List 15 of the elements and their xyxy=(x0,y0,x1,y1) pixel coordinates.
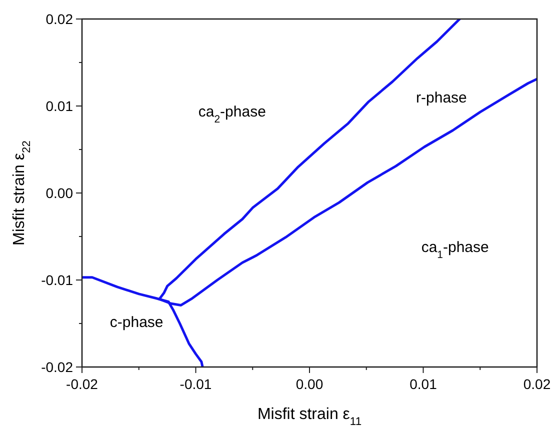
annotation: ca$_{1}$-phase xyxy=(421,239,489,262)
x-tick-label: -0.01 xyxy=(180,376,212,392)
y-tick-label: -0.01 xyxy=(41,272,74,288)
x-tick-label: 0.00 xyxy=(296,376,324,392)
annotation: r-phase xyxy=(416,90,467,107)
y-tick-label: 0.00 xyxy=(46,185,74,201)
y-tick-label: -0.02 xyxy=(41,359,74,375)
y-tick-label: 0.01 xyxy=(46,98,74,114)
x-tick-label: 0.02 xyxy=(523,376,551,392)
x-tick-label: -0.02 xyxy=(66,376,98,392)
x-tick-label: 0.01 xyxy=(410,376,438,392)
y-tick-label: 0.02 xyxy=(46,11,74,27)
annotation: ca$_{2}$-phase xyxy=(198,103,266,126)
annotation: c-phase xyxy=(110,314,164,331)
x-axis-title: Misfit strain ε$_{11}$ xyxy=(257,406,362,428)
